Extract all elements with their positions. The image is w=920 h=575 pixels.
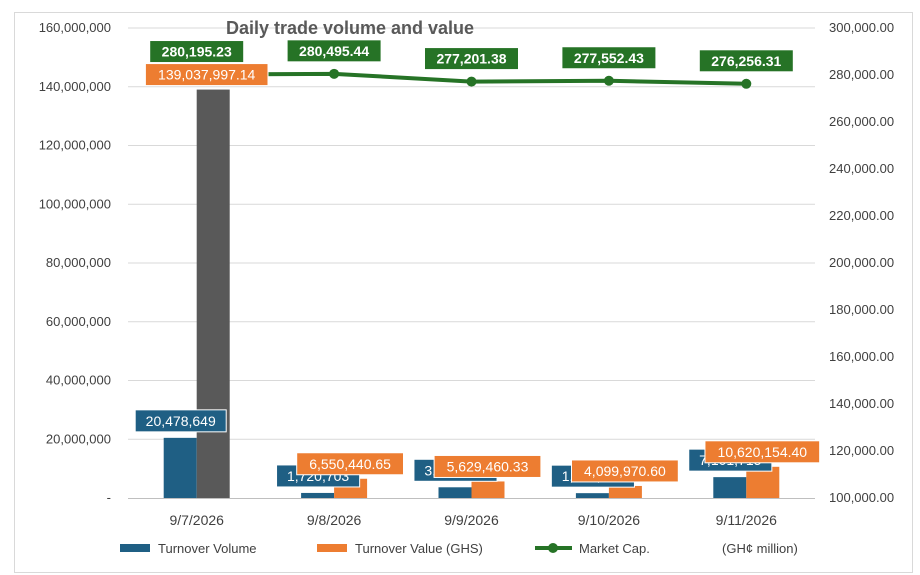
market-cap-point [466,76,477,87]
turnover-value-label: 139,037,997.14 [158,67,256,83]
x-axis-tick-label: 9/7/2026 [169,512,224,528]
turnover-value-label-box [704,440,821,464]
market-cap-label: 277,201.38 [436,51,506,67]
market-cap-point [329,68,340,79]
market-cap-label: 277,552.43 [574,50,644,66]
market-cap-point [741,78,752,89]
chart-title: Daily trade volume and value [226,18,474,38]
turnover-value-label-box [433,454,542,478]
turnover-volume-label-box [134,409,227,433]
legend-label-turnover-volume: Turnover Volume [158,541,257,556]
left-axis-tick-label: 80,000,000 [46,255,111,270]
right-axis-tick-label: 140,000.00 [829,396,894,411]
turnover-value-label: 4,099,970.60 [584,463,666,479]
turnover-value-label-box [296,452,405,476]
left-axis-tick-label: 40,000,000 [46,373,111,388]
x-axis-tick-label: 9/8/2026 [307,512,362,528]
turnover-value-label-box [144,63,269,87]
turnover-volume-bar [575,493,609,498]
market-cap-label: 280,195.23 [162,44,232,60]
turnover-value-label: 5,629,460.33 [447,458,529,474]
market-cap-label-box [424,47,519,71]
right-axis-tick-label: 260,000.00 [829,114,894,129]
turnover-value-bar [608,485,642,498]
left-axis-tick-label: 140,000,000 [39,79,111,94]
legend-marker-market-cap [548,543,558,553]
legend-label-market-cap: Market Cap. [579,541,650,556]
turnover-volume-bar [301,492,335,498]
turnover-volume-bar [438,487,472,498]
left-axis-tick-label: 120,000,000 [39,138,111,153]
right-axis-tick-label: 100,000.00 [829,490,894,505]
unit-note: (GH¢ million) [722,541,798,556]
label-layer: 20,478,6491,720,7033,644,3161,648,7227,1… [134,39,821,488]
turnover-volume-bar [163,437,197,498]
left-axis-tick-label: 160,000,000 [39,20,111,35]
right-axis-tick-label: 120,000.00 [829,443,894,458]
market-cap-label-box [286,39,382,63]
right-axis-tick-label: 240,000.00 [829,161,894,176]
left-axis-tick-label: 20,000,000 [46,431,111,446]
axis-layer: - 20,000,000 40,000,000 60,000,000 80,000,00… [39,20,894,528]
legend-swatch-turnover-volume [120,544,150,552]
legend: Turnover Volume Turnover Value (GHS) Marke… [120,541,798,556]
x-axis-tick-label: 9/10/2026 [578,512,640,528]
x-axis-tick-label: 9/11/2026 [716,512,777,528]
right-axis-tick-label: 160,000.00 [829,349,894,364]
market-cap-label: 280,495.44 [299,43,369,59]
right-axis-tick-label: 200,000.00 [829,255,894,270]
grid-layer [128,27,815,440]
turnover-value-label: 6,550,440.65 [309,456,391,472]
turnover-value-bar [746,466,780,498]
turnover-volume-bar [713,477,747,498]
x-axis-tick-label: 9/9/2026 [444,512,499,528]
market-cap-label-box [698,49,794,73]
market-cap-label-box [561,46,657,70]
market-cap-label-box [149,40,245,64]
turnover-volume-label: 20,478,649 [146,413,216,429]
left-axis-tick-label: 60,000,000 [46,314,111,329]
right-axis-tick-label: 280,000.00 [829,67,894,82]
legend-swatch-turnover-value [317,544,347,552]
right-axis-tick-label: 300,000.00 [829,20,894,35]
right-axis-tick-label: 180,000.00 [829,302,894,317]
right-axis-tick-label: 220,000.00 [829,208,894,223]
market-cap-point [603,75,614,86]
left-axis-tick-label: 100,000,000 [39,196,111,211]
legend-label-turnover-value: Turnover Value (GHS) [355,541,483,556]
turnover-value-label-box [571,459,679,483]
turnover-value-bar [471,481,505,498]
market-cap-label: 276,256.31 [711,53,781,69]
turnover-value-bar [196,89,230,499]
left-axis-tick-label: - [107,490,111,505]
turnover-value-label: 10,620,154.40 [718,444,808,460]
